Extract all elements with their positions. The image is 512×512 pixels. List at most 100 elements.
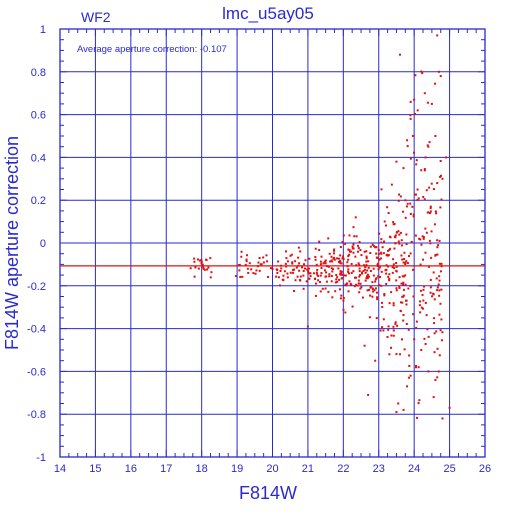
data-point: [386, 335, 389, 338]
data-point: [397, 402, 400, 405]
data-point: [307, 271, 310, 274]
data-point: [339, 245, 342, 248]
data-point: [404, 261, 407, 264]
data-point: [403, 258, 406, 261]
data-point: [402, 313, 405, 316]
data-point: [355, 235, 358, 238]
data-point: [369, 269, 372, 272]
data-point: [319, 290, 322, 293]
data-point: [374, 246, 377, 249]
data-point: [346, 261, 349, 264]
data-point: [385, 253, 388, 256]
data-point: [362, 269, 365, 272]
data-point: [412, 213, 415, 216]
data-point: [381, 246, 384, 249]
data-point: [368, 275, 371, 278]
data-point: [402, 275, 405, 278]
data-point: [397, 230, 400, 233]
data-point: [360, 286, 363, 289]
data-point: [376, 263, 379, 266]
data-point: [245, 258, 248, 261]
data-point: [402, 319, 405, 322]
data-point: [392, 221, 395, 224]
data-point: [430, 102, 433, 105]
data-point: [320, 266, 323, 269]
data-point: [337, 267, 340, 270]
data-point: [377, 248, 380, 251]
data-point: [421, 307, 424, 310]
data-point: [246, 267, 249, 270]
data-point: [374, 287, 377, 290]
x-tick-label: 15: [89, 463, 101, 475]
data-point: [352, 243, 355, 246]
y-tick-label: -0.8: [27, 409, 46, 421]
plot-frame: [59, 28, 486, 458]
data-point: [385, 282, 388, 285]
data-point: [409, 114, 412, 117]
data-point: [256, 265, 259, 268]
data-point: [342, 299, 345, 302]
data-point: [402, 167, 405, 170]
data-point: [294, 279, 297, 282]
data-point: [403, 348, 406, 351]
data-point: [309, 272, 312, 275]
data-point: [317, 279, 320, 282]
data-point: [404, 274, 407, 277]
data-point: [422, 288, 425, 291]
data-point: [350, 271, 353, 274]
y-tick-label: 1: [40, 24, 46, 36]
data-point: [363, 268, 366, 271]
data-point: [432, 396, 435, 399]
data-point: [395, 261, 398, 264]
data-point: [387, 275, 390, 278]
data-points: [189, 34, 451, 420]
data-point: [341, 273, 344, 276]
data-point: [392, 334, 395, 337]
data-point: [396, 324, 399, 327]
data-point: [349, 250, 352, 253]
data-point: [302, 263, 305, 266]
data-point: [431, 295, 434, 298]
data-point: [299, 275, 302, 278]
data-point: [415, 193, 418, 196]
data-point: [277, 260, 280, 263]
data-point: [291, 262, 294, 265]
data-point: [201, 263, 204, 266]
data-point: [200, 262, 203, 265]
data-point: [433, 322, 436, 325]
data-point: [395, 287, 398, 290]
data-point: [238, 269, 241, 272]
data-point: [413, 151, 416, 154]
data-point: [374, 280, 377, 283]
data-point: [241, 275, 244, 278]
data-point: [423, 337, 426, 340]
data-point: [290, 253, 293, 256]
data-point: [440, 198, 443, 201]
data-point: [409, 212, 412, 215]
data-point: [189, 267, 192, 270]
data-point: [375, 246, 378, 249]
data-point: [398, 285, 401, 288]
data-point: [353, 276, 356, 279]
data-point: [348, 272, 351, 275]
data-point: [340, 294, 343, 297]
data-point: [324, 275, 327, 278]
data-point: [402, 408, 405, 411]
data-point: [319, 260, 322, 263]
x-tick-label: 14: [54, 463, 66, 475]
data-point: [403, 251, 406, 254]
data-point: [419, 238, 422, 241]
data-point: [373, 245, 376, 248]
data-point: [337, 260, 340, 263]
data-point: [411, 134, 414, 137]
data-point: [425, 189, 428, 192]
data-point: [196, 258, 199, 261]
data-point: [333, 249, 336, 252]
data-point: [302, 269, 305, 272]
data-point: [314, 294, 317, 297]
data-point: [314, 247, 317, 250]
x-tick-label: 23: [373, 463, 385, 475]
data-point: [383, 294, 386, 297]
tick-labels: 14 15 16 17 18 19 20 21 22 23 24 25 26 -1 -0.8 -0.6 -0.4…: [27, 24, 491, 475]
